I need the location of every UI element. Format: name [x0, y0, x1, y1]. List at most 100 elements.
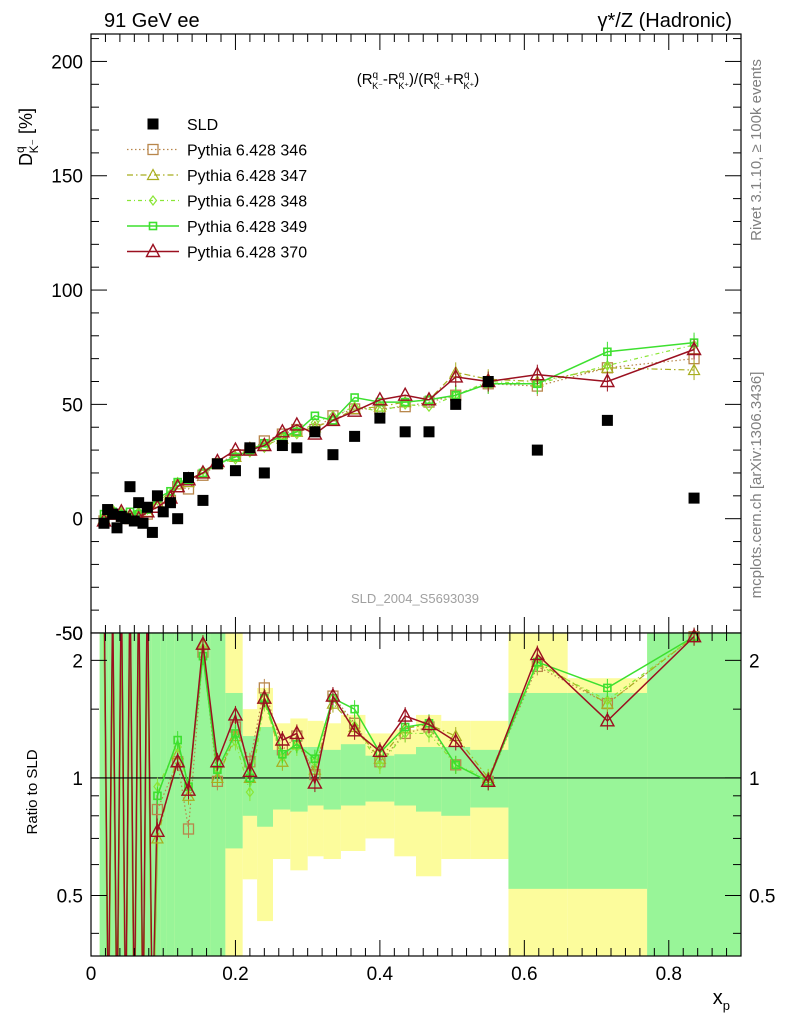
- uncertainty-band-green: [125, 633, 135, 956]
- series-marker-5: [448, 368, 464, 383]
- series-marker-5: [372, 391, 388, 406]
- ratio-marker-5: [242, 762, 258, 777]
- ratio-marker-5: [397, 707, 413, 722]
- legend-label-1: Pythia 6.428 346: [187, 143, 307, 160]
- ratio-marker-1: [182, 823, 195, 835]
- ratio-marker-5: [325, 687, 341, 702]
- ratio-y-tick-label: 1: [72, 769, 83, 790]
- series-marker-5: [289, 416, 305, 431]
- mcplots-url-text: mcplots.cern.ch [arXiv:1306.3436]: [748, 372, 765, 599]
- series-marker-4: [292, 427, 302, 437]
- sld-data-point: [450, 398, 462, 410]
- x-tick-label: 0.6: [511, 964, 537, 985]
- legend-marker-sld: [147, 118, 159, 130]
- ratio-y-tick-label: 2: [72, 651, 83, 672]
- series-marker-3: [400, 398, 410, 410]
- sld-data-point: [183, 472, 194, 484]
- ratio-marker-2: [326, 696, 340, 709]
- series-marker-2: [687, 363, 701, 376]
- sld-data-point: [374, 412, 386, 424]
- sld-data-point: [133, 497, 145, 509]
- main-plot-area: [91, 34, 741, 633]
- sld-data-point: [172, 513, 184, 525]
- ratio-marker-4: [603, 683, 612, 693]
- series-marker-5: [325, 411, 341, 427]
- ratio-marker-3: [603, 694, 612, 706]
- sld-data-point: [120, 513, 132, 525]
- y-tick-label: 0: [72, 510, 83, 531]
- series-marker-5: [686, 341, 702, 356]
- uncertainty-band-green: [108, 633, 117, 956]
- ratio-marker-4: [451, 760, 461, 770]
- ratio-marker-5: [480, 772, 496, 788]
- sld-data-point: [111, 522, 123, 534]
- legend-label-5: Pythia 6.428 370: [187, 245, 307, 262]
- ratio-marker-3: [400, 727, 410, 739]
- uncertainty-band-green: [151, 633, 161, 956]
- sld-data-point: [423, 426, 435, 438]
- sld-data-point: [601, 414, 613, 426]
- uncertainty-band-green: [416, 747, 442, 812]
- uncertainty-band-green: [99, 633, 109, 956]
- sld-data-point: [482, 376, 494, 388]
- uncertainty-band-green: [290, 747, 308, 812]
- legend-marker-2: [146, 168, 160, 181]
- ratio-marker-5: [195, 635, 211, 650]
- sld-data-point: [137, 517, 149, 529]
- legend-marker-1: [147, 143, 159, 156]
- series-marker-5: [529, 366, 546, 381]
- sld-data-point: [141, 501, 153, 513]
- ratio-marker-4: [350, 704, 359, 714]
- ratio-plot-frame: [90, 632, 742, 957]
- sld-data-point: [229, 465, 241, 477]
- ratio-marker-5: [256, 689, 273, 704]
- y-tick-label-cut: -50: [56, 624, 83, 645]
- ratio-marker-5: [346, 722, 363, 737]
- series-line-5: [103, 348, 695, 522]
- series-marker-4: [231, 452, 240, 462]
- ratio-marker-5: [227, 706, 244, 721]
- legend-marker-5: [145, 243, 161, 258]
- sld-data-point: [276, 440, 288, 452]
- legend-marker-3: [148, 195, 158, 206]
- process-label: γ*/Z (Hadronic): [598, 10, 732, 32]
- series-marker-5: [421, 391, 437, 406]
- sld-data-point: [98, 517, 110, 529]
- sld-data-point: [244, 442, 256, 454]
- series-marker-5: [169, 478, 186, 493]
- uncertainty-band-green: [134, 633, 143, 956]
- series-marker-5: [256, 437, 273, 452]
- series-marker-5: [195, 464, 211, 479]
- ratio-marker-3: [424, 727, 434, 739]
- sld-data-point: [327, 449, 339, 461]
- series-marker-4: [451, 390, 461, 400]
- sld-data-point: [531, 444, 543, 456]
- series-marker-5: [599, 373, 616, 388]
- ratio-marker-5: [274, 731, 291, 746]
- ratio-marker-5: [599, 712, 616, 727]
- ratio-low-x-fluctuations: [103, 633, 159, 956]
- sld-data-point: [197, 494, 209, 506]
- ratio-marker-5: [421, 716, 437, 731]
- ratio-y-tick-label: 0.5: [57, 887, 83, 908]
- sld-data-point: [211, 458, 223, 470]
- uncertainty-band-green: [195, 633, 211, 956]
- ratio-y-axis-label: Ratio to SLD: [24, 749, 41, 834]
- ratio-marker-5: [307, 774, 323, 789]
- legend-entry-1: Pythia 6.428 346: [127, 143, 307, 160]
- series-marker-5: [397, 386, 413, 401]
- ratio-marker-2: [210, 771, 224, 784]
- sld-data-point: [258, 467, 270, 479]
- main-plot-panel: -50 0 50 100 150 200 SLD_2004_S5693039 (Rq K⁻-…: [13, 33, 742, 645]
- legend-entry-2: Pythia 6.428 347: [127, 168, 307, 185]
- energy-label: 91 GeV ee: [104, 10, 200, 32]
- legend-entry-4: Pythia 6.428 349: [127, 219, 307, 236]
- ratio-marker-5: [180, 781, 197, 796]
- sld-data-point: [291, 442, 303, 454]
- sld-data-point: [107, 508, 119, 520]
- sld-data-point: [399, 426, 411, 438]
- sld-data-point: [349, 430, 361, 442]
- ratio-marker-4: [173, 735, 182, 745]
- ratio-marker-5: [209, 753, 226, 768]
- series-marker-3: [603, 360, 612, 371]
